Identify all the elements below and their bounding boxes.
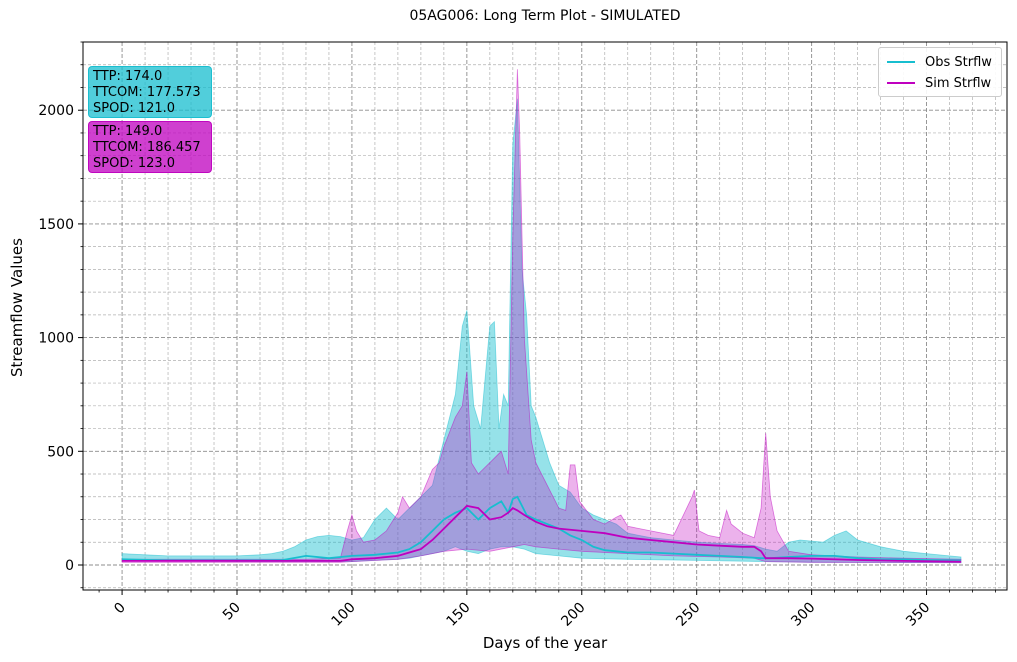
grid-layer — [83, 41, 1007, 590]
y-tick-label: 1000 — [38, 331, 74, 347]
y-tick-label: 2000 — [38, 103, 74, 119]
y-tick-label: 500 — [47, 444, 74, 460]
legend-swatch-obs — [887, 61, 915, 63]
stats-obs-line-1: TTP: 174.0 — [93, 69, 163, 84]
legend-label-sim: Sim Strflw — [925, 75, 992, 91]
x-tick-label: 50 — [220, 600, 244, 624]
x-axis-label: Days of the year — [482, 634, 608, 652]
legend-item-obs: Obs Strflw — [887, 53, 992, 71]
x-tick-label: 150 — [443, 600, 473, 630]
legend-label-obs: Obs Strflw — [925, 54, 992, 70]
plot-frame — [82, 41, 1008, 591]
x-tick-label: 350 — [903, 600, 933, 630]
stats-sim-line-1: TTP: 149.0 — [93, 124, 163, 139]
area-layer — [121, 69, 962, 564]
legend-item-sim: Sim Strflw — [887, 74, 991, 92]
x-tick-label: 300 — [788, 600, 818, 630]
x-tick-label: 100 — [329, 600, 359, 630]
range-band-sim — [121, 69, 962, 564]
x-tick-label: 250 — [673, 600, 703, 630]
chart-title: 05AG006: Long Term Plot - SIMULATED — [409, 8, 681, 24]
line-layer — [122, 495, 962, 563]
stats-box-obs: TTP: 174.0 TTCOM: 177.573 SPOD: 121.0 — [88, 66, 212, 118]
legend-swatch-sim — [887, 82, 915, 84]
stats-sim-line-2: TTCOM: 186.457 — [93, 140, 201, 155]
legend: Obs Strflw Sim Strflw — [878, 47, 1002, 97]
x-tick-label: 200 — [558, 600, 588, 630]
y-tick-label: 1500 — [38, 217, 74, 233]
stats-obs-line-2: TTCOM: 177.573 — [93, 85, 201, 100]
y-tick-label: 0 — [65, 558, 74, 574]
range-band-obs — [121, 98, 962, 564]
stats-sim-line-3: SPOD: 123.0 — [93, 156, 176, 171]
series-line-sim — [122, 504, 962, 563]
y-axis-label: Streamflow Values — [8, 238, 26, 377]
stats-box-sim: TTP: 149.0 TTCOM: 186.457 SPOD: 123.0 — [88, 121, 212, 173]
x-tick-label: 0 — [111, 600, 129, 618]
stats-obs-line-3: SPOD: 121.0 — [93, 101, 176, 116]
